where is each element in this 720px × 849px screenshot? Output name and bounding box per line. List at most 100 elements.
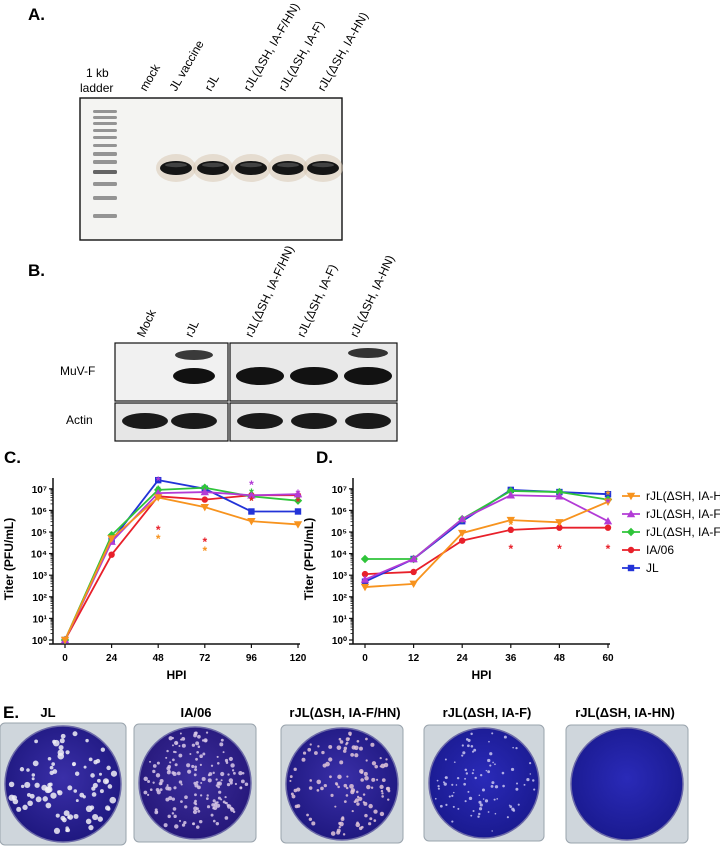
data-point [293,521,303,529]
plaque [19,767,25,772]
plaque [436,779,439,782]
plaque [186,763,191,768]
series-line [64,496,299,641]
plaque [205,797,209,801]
plaque [173,814,177,818]
plaque [342,833,346,836]
plaque [494,763,496,766]
plaque [342,749,347,753]
x-tick-label: 96 [246,653,258,664]
plaque [57,790,61,794]
plaque [53,827,61,834]
plaque [181,823,186,827]
plaque [345,786,349,790]
plaque [20,784,25,789]
ladder-band [93,214,117,218]
plaque [220,798,223,801]
plaque [376,778,379,781]
plaque [181,736,186,741]
plaque [189,752,192,755]
plaque [309,779,313,782]
plaque [149,760,152,763]
plaque [381,778,386,783]
plaque [217,785,220,789]
series-line [64,491,299,641]
plaque [470,732,473,736]
series-line [364,494,609,581]
legend-entry-label: rJL(ΔSH, IA-F/HN) [646,525,720,539]
plaque [220,779,223,782]
plaque [474,776,477,780]
plaque [244,782,249,786]
plaque [171,812,175,815]
plaque [210,764,214,767]
plaque [336,745,342,750]
plaque [97,778,101,783]
data-point [361,570,369,578]
y-tick-label: 10⁷ [332,485,347,496]
plaque [110,770,118,777]
plaque [197,745,201,748]
plaque [343,746,348,751]
blot-lane-label: rJL(ΔSH, IA-F/HN) [242,243,297,339]
plaque [362,793,366,796]
plaque [343,783,348,788]
actin-band [291,413,337,429]
plaque [380,763,386,769]
plaque [345,794,349,797]
plaque [371,777,376,782]
plaque [109,796,117,804]
plaque [456,776,460,780]
plaque [320,786,324,791]
data-point [604,524,612,531]
data-point [506,486,515,496]
plaque [471,750,475,753]
plaque [72,731,78,737]
plaque [356,790,359,794]
y-tick-label: 10² [33,593,48,604]
plaque [88,757,93,762]
plaque [479,773,483,777]
series-line [64,486,299,641]
x-tick-label: 0 [62,653,68,664]
plaque [83,765,87,769]
plaque [512,809,516,812]
plaque [241,771,245,775]
plaque [448,795,451,798]
ladder-band [93,160,117,164]
plaque [461,754,464,757]
plaque [329,775,332,779]
plaque [45,802,52,809]
plaque [364,776,369,781]
plaque [467,790,470,793]
plaque [203,738,208,743]
legend-entry-label: JL [646,561,659,575]
plaque [41,784,48,791]
plaque [220,771,225,777]
plaque [92,813,99,821]
plaque [517,803,520,806]
panel-d-letter: D. [316,448,333,467]
plaque [24,781,31,788]
plaque [380,789,384,793]
plaque [34,782,40,788]
plaque [439,804,443,808]
plaque [166,784,169,787]
plaque [100,747,106,752]
plaque [206,794,209,797]
series-line [365,490,609,560]
plaque [371,761,377,766]
plaque [230,807,235,812]
blot-lane-labels: Mock rJL rJL(ΔSH, IA-F/HN)rJL(ΔSH, IA-F) rJ… [134,243,397,339]
data-point [507,526,514,534]
plaque [316,779,322,785]
plaque [174,824,179,829]
plaque [470,814,473,817]
data-point [155,476,162,484]
data-point [247,518,256,526]
plaque-plate [428,727,540,839]
plaque [234,782,238,786]
plaque [47,782,52,788]
data-point [200,503,209,512]
plaque [308,817,313,821]
